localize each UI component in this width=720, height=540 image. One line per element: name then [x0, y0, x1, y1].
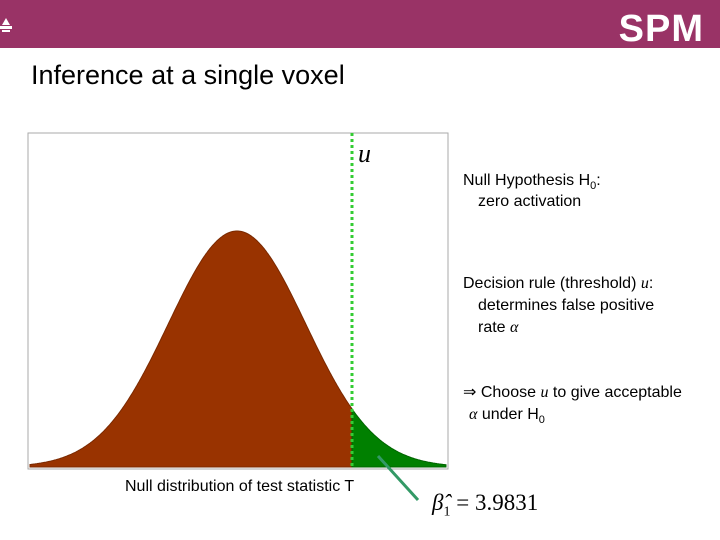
text: zero activation — [478, 193, 582, 210]
note-heading: Null Hypothesis H0: — [463, 170, 601, 197]
math: α — [510, 319, 519, 336]
note-body: zero activation — [478, 191, 581, 212]
equals: = — [456, 490, 470, 515]
slide-title: Inference at a single voxel — [31, 60, 345, 90]
threshold-label: u — [358, 139, 371, 168]
header-bar — [0, 0, 720, 48]
text: Null Hypothesis H — [463, 172, 591, 189]
text: determines false positive — [478, 297, 655, 314]
math: u — [640, 275, 649, 292]
math: u — [540, 384, 549, 401]
logo-icon — [0, 18, 12, 32]
text: Decision rule (threshold) — [463, 275, 641, 292]
math: α — [469, 406, 478, 423]
note-body: determines false positive — [478, 295, 654, 316]
subscript: 0 — [590, 180, 597, 193]
symbol: β̂ — [432, 490, 444, 515]
text: rate — [478, 319, 511, 336]
note-heading: ⇒ Choose u to give acceptable — [463, 382, 682, 403]
rejection-region — [351, 407, 447, 468]
text: : — [648, 275, 654, 292]
figure-caption: Null distribution of test statistic T — [125, 478, 355, 495]
note-heading: Decision rule (threshold) u: — [463, 273, 653, 294]
text: ⇒ Choose — [463, 384, 541, 401]
text: : — [596, 172, 601, 189]
estimate: β̂1 = 3.9831 — [432, 490, 538, 521]
text: under H — [477, 406, 539, 423]
note-body: rate α — [478, 317, 518, 338]
text: to give acceptable — [548, 384, 682, 401]
subscript: 0 — [538, 414, 545, 427]
note-body: α under H0 — [469, 404, 545, 431]
estimate-value: 3.9831 — [474, 490, 539, 515]
subscript: 1 — [443, 504, 451, 520]
logo: SPM — [618, 8, 704, 50]
pointer-line — [376, 454, 420, 502]
null-distribution — [29, 230, 353, 468]
